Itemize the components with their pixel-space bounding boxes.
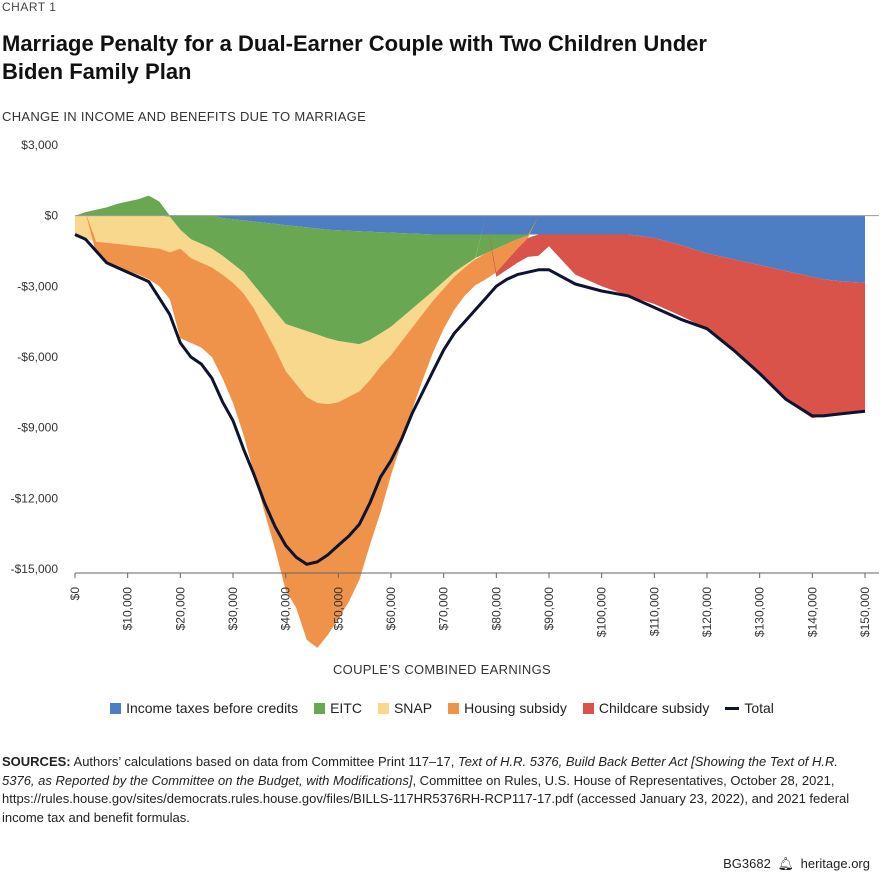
legend-label-income-taxes: Income taxes before credits [126,700,299,716]
x-tick-label: $0 [68,587,82,601]
x-tick-label: $90,000 [542,587,556,631]
legend-swatch-childcare [582,702,594,714]
y-tick-label: $3,000 [21,138,58,152]
y-tick-label: $0 [45,209,59,223]
legend-item-eitc: EITC [314,700,362,716]
bell-icon: 🔔︎ [777,856,794,871]
chart-title: Marriage Penalty for a Dual-Earner Coupl… [2,31,707,84]
area-series-3 [75,212,865,648]
y-tick-label: -$6,000 [17,350,58,364]
x-tick-label: $10,000 [121,587,135,631]
x-tick-label: $60,000 [384,587,398,631]
x-tick-label: $70,000 [437,587,451,631]
legend-swatch-snap [377,702,389,714]
legend-swatch-income-taxes [110,702,122,714]
y-tick-label: -$12,000 [11,491,59,505]
legend-item-total: Total [725,700,774,716]
x-axis-title: COUPLE’S COMBINED EARNINGS [332,662,551,677]
area-series-2 [75,215,865,405]
legend-label-snap: SNAP [393,700,433,716]
footer: BG3682 🔔︎ heritage.org [723,856,870,872]
legend-swatch-eitc [314,702,326,714]
x-tick-label: $40,000 [279,587,293,631]
sources-label: SOURCES: [2,754,71,769]
x-tick-label: $50,000 [331,587,345,631]
chart-plot: $3,000 $0 -$3,000 -$6,000 -$9,000 -$12,000 -$1… [11,138,879,648]
sources-text-2: , Committee on Rules, U.S. House of Repr… [2,772,850,825]
area-series-0 [75,215,865,283]
sources-text-1: Authors’ calculations based on data from… [70,754,458,769]
area-series-4 [75,195,865,419]
footer-code: BG3682 [723,856,771,871]
legend-item-housing: Housing subsidy [448,700,567,716]
legend-label-childcare: Childcare subsidy [598,700,710,716]
y-tick-label: -$3,000 [17,279,58,293]
x-tick-label: $100,000 [595,587,609,637]
legend-label-eitc: EITC [330,700,362,716]
x-tick-label: $150,000 [858,587,872,637]
legend-item-income-taxes: Income taxes before credits [110,700,298,716]
legend-label-total: Total [744,700,774,716]
x-tick-label: $130,000 [753,587,767,637]
x-tick-label: $120,000 [700,587,714,637]
legend-swatch-housing [448,702,460,714]
sources-note: SOURCES: Authors’ calculations based on … [2,753,852,827]
x-tick-label: $20,000 [173,587,187,631]
legend: Income taxes before credits EITC SNAP Ho… [0,700,884,716]
chart-kicker: CHART 1 [2,0,57,14]
x-tick-label: $80,000 [489,587,503,631]
y-axis-title: CHANGE IN INCOME AND BENEFITS DUE TO MAR… [2,109,367,124]
footer-site: heritage.org [800,856,870,871]
y-tick-label: -$15,000 [11,562,59,576]
area-series-1 [75,195,865,345]
legend-item-childcare: Childcare subsidy [582,700,710,716]
sources-italic: Text of H.R. 5376, Build Back Better Act… [2,754,839,788]
legend-label-housing: Housing subsidy [464,700,567,716]
total-line [74,233,866,566]
x-tick-label: $30,000 [226,587,240,631]
legend-swatch-total [725,706,740,710]
legend-item-snap: SNAP [377,700,433,716]
x-tick-label: $110,000 [647,587,661,636]
y-tick-label: -$9,000 [17,421,58,435]
x-tick-label: $140,000 [805,587,819,637]
